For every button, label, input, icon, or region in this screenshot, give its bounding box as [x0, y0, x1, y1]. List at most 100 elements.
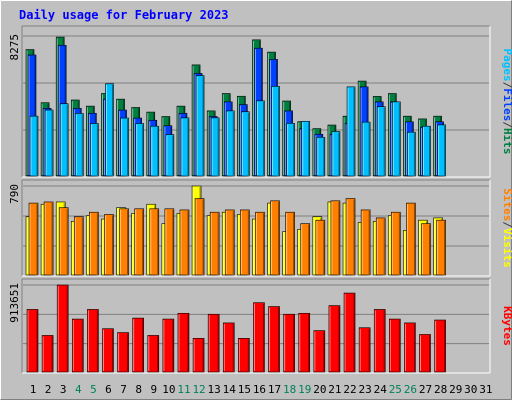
panel-2-legend: Sites/Visits — [501, 188, 512, 268]
x-tick-label: 18 — [283, 383, 296, 396]
bar-kbytes-day-23 — [358, 327, 371, 373]
bar-kbytes-day-19 — [298, 312, 311, 373]
bar-kbytes-day-17 — [268, 306, 280, 373]
x-axis: 1 2 3 4 5 6 7 8 9 10 11 12 13 14 15 16 17 18 19 20 21 22 23 24 2… — [30, 383, 493, 396]
bar-kbytes-day-6 — [102, 328, 114, 373]
x-tick-label: 15 — [238, 383, 251, 396]
bar-kbytes-day-15 — [238, 338, 250, 373]
bar-sites-day-2 — [43, 201, 54, 276]
bar-kbytes-day-1 — [26, 309, 39, 373]
bar-pages-day-8 — [135, 123, 144, 177]
bar-kbytes-day-5 — [87, 309, 99, 373]
x-tick-label: 21 — [328, 383, 341, 396]
x-tick-label: 27 — [419, 383, 432, 396]
bar-kbytes-day-10 — [162, 318, 175, 373]
bar-kbytes-day-14 — [222, 322, 235, 373]
bar-pages-day-18 — [286, 123, 295, 177]
bar-pages-day-11 — [180, 117, 190, 177]
legend-item: Hits — [501, 128, 512, 155]
legend-item: / — [501, 82, 512, 89]
bar-kbytes-day-3 — [56, 284, 69, 373]
x-tick-label: 20 — [313, 383, 326, 396]
x-tick-label: 10 — [162, 383, 175, 396]
bar-sites-day-22 — [345, 198, 356, 276]
panel-1-max-label: 8275 — [8, 34, 21, 61]
x-tick-label: 30 — [464, 383, 477, 396]
bar-sites-day-26 — [406, 202, 416, 276]
bar-kbytes-day-22 — [343, 292, 356, 373]
bar-pages-day-9 — [150, 125, 160, 177]
bar-kbytes-day-4 — [71, 318, 84, 373]
panel-1 — [21, 25, 491, 178]
bar-pages-day-19 — [301, 120, 311, 177]
x-tick-label: 6 — [105, 383, 112, 396]
bar-pages-day-22 — [346, 86, 356, 177]
x-tick-label: 13 — [208, 383, 221, 396]
bar-pages-day-7 — [120, 117, 129, 177]
panel-3-max-label: 913651 — [8, 283, 21, 323]
bar-sites-day-3 — [58, 207, 69, 276]
bar-sites-day-13 — [209, 211, 220, 276]
chart-title: Daily usage for February 2023 — [19, 8, 229, 22]
bar-kbytes-day-26 — [404, 322, 416, 373]
bar-sites-day-21 — [330, 200, 341, 276]
legend-item: Pages — [501, 49, 512, 82]
x-tick-label: 11 — [177, 383, 190, 396]
bar-kbytes-day-2 — [41, 335, 54, 373]
bar-sites-day-9 — [149, 208, 160, 276]
bar-kbytes-day-16 — [253, 302, 265, 373]
legend-item: Sites — [501, 188, 512, 221]
panel-1-legend: Pages/Files/Hits — [501, 49, 512, 155]
bar-pages-day-25 — [392, 101, 401, 177]
bar-kbytes-day-28 — [434, 319, 446, 373]
bar-sites-day-4 — [73, 216, 84, 276]
bar-sites-day-28 — [436, 219, 446, 276]
bar-kbytes-day-7 — [117, 332, 129, 373]
bar-pages-day-15 — [241, 111, 250, 177]
bar-sites-day-25 — [391, 211, 401, 276]
bar-sites-day-18 — [285, 211, 295, 276]
bar-pages-day-4 — [74, 113, 84, 177]
bar-sites-day-14 — [224, 209, 235, 276]
bar-sites-day-15 — [240, 209, 250, 276]
bar-sites-day-7 — [119, 208, 129, 276]
bar-sites-day-23 — [360, 209, 371, 276]
bar-sites-day-16 — [255, 211, 265, 276]
bar-pages-day-21 — [331, 131, 341, 177]
bar-pages-day-17 — [271, 86, 280, 177]
bar-pages-day-12 — [195, 75, 205, 177]
legend-item: KBytes — [501, 306, 512, 346]
bar-sites-day-11 — [179, 209, 190, 276]
x-tick-label: 29 — [449, 383, 462, 396]
bar-pages-day-20 — [316, 136, 326, 177]
bar-pages-day-3 — [59, 103, 69, 177]
bar-pages-day-10 — [165, 134, 175, 177]
legend-item: Files — [501, 88, 512, 121]
x-tick-label: 22 — [343, 383, 356, 396]
bar-kbytes-day-13 — [207, 313, 220, 373]
bar-kbytes-day-24 — [373, 309, 386, 373]
bar-sites-day-12 — [194, 198, 205, 276]
panel-3-legend: KBytes — [501, 306, 512, 346]
bar-kbytes-day-25 — [389, 318, 401, 373]
bar-sites-day-17 — [270, 200, 280, 276]
x-tick-label: 31 — [479, 383, 492, 396]
bar-sites-day-8 — [134, 208, 144, 276]
x-tick-label: 17 — [268, 383, 281, 396]
bar-pages-day-2 — [44, 109, 54, 177]
bar-pages-day-26 — [407, 131, 416, 177]
bar-sites-day-10 — [164, 208, 175, 276]
bar-pages-day-27 — [422, 125, 431, 177]
bar-sites-day-27 — [421, 223, 431, 276]
x-tick-label: 8 — [135, 383, 142, 396]
panel-2-max-label: 790 — [8, 184, 21, 204]
bar-kbytes-day-20 — [313, 330, 326, 373]
x-tick-label: 28 — [434, 383, 447, 396]
bar-pages-day-5 — [90, 123, 99, 177]
bar-kbytes-day-9 — [147, 335, 160, 373]
x-tick-label: 24 — [374, 383, 388, 396]
bar-pages-day-23 — [361, 121, 371, 177]
x-tick-label: 3 — [60, 383, 67, 396]
